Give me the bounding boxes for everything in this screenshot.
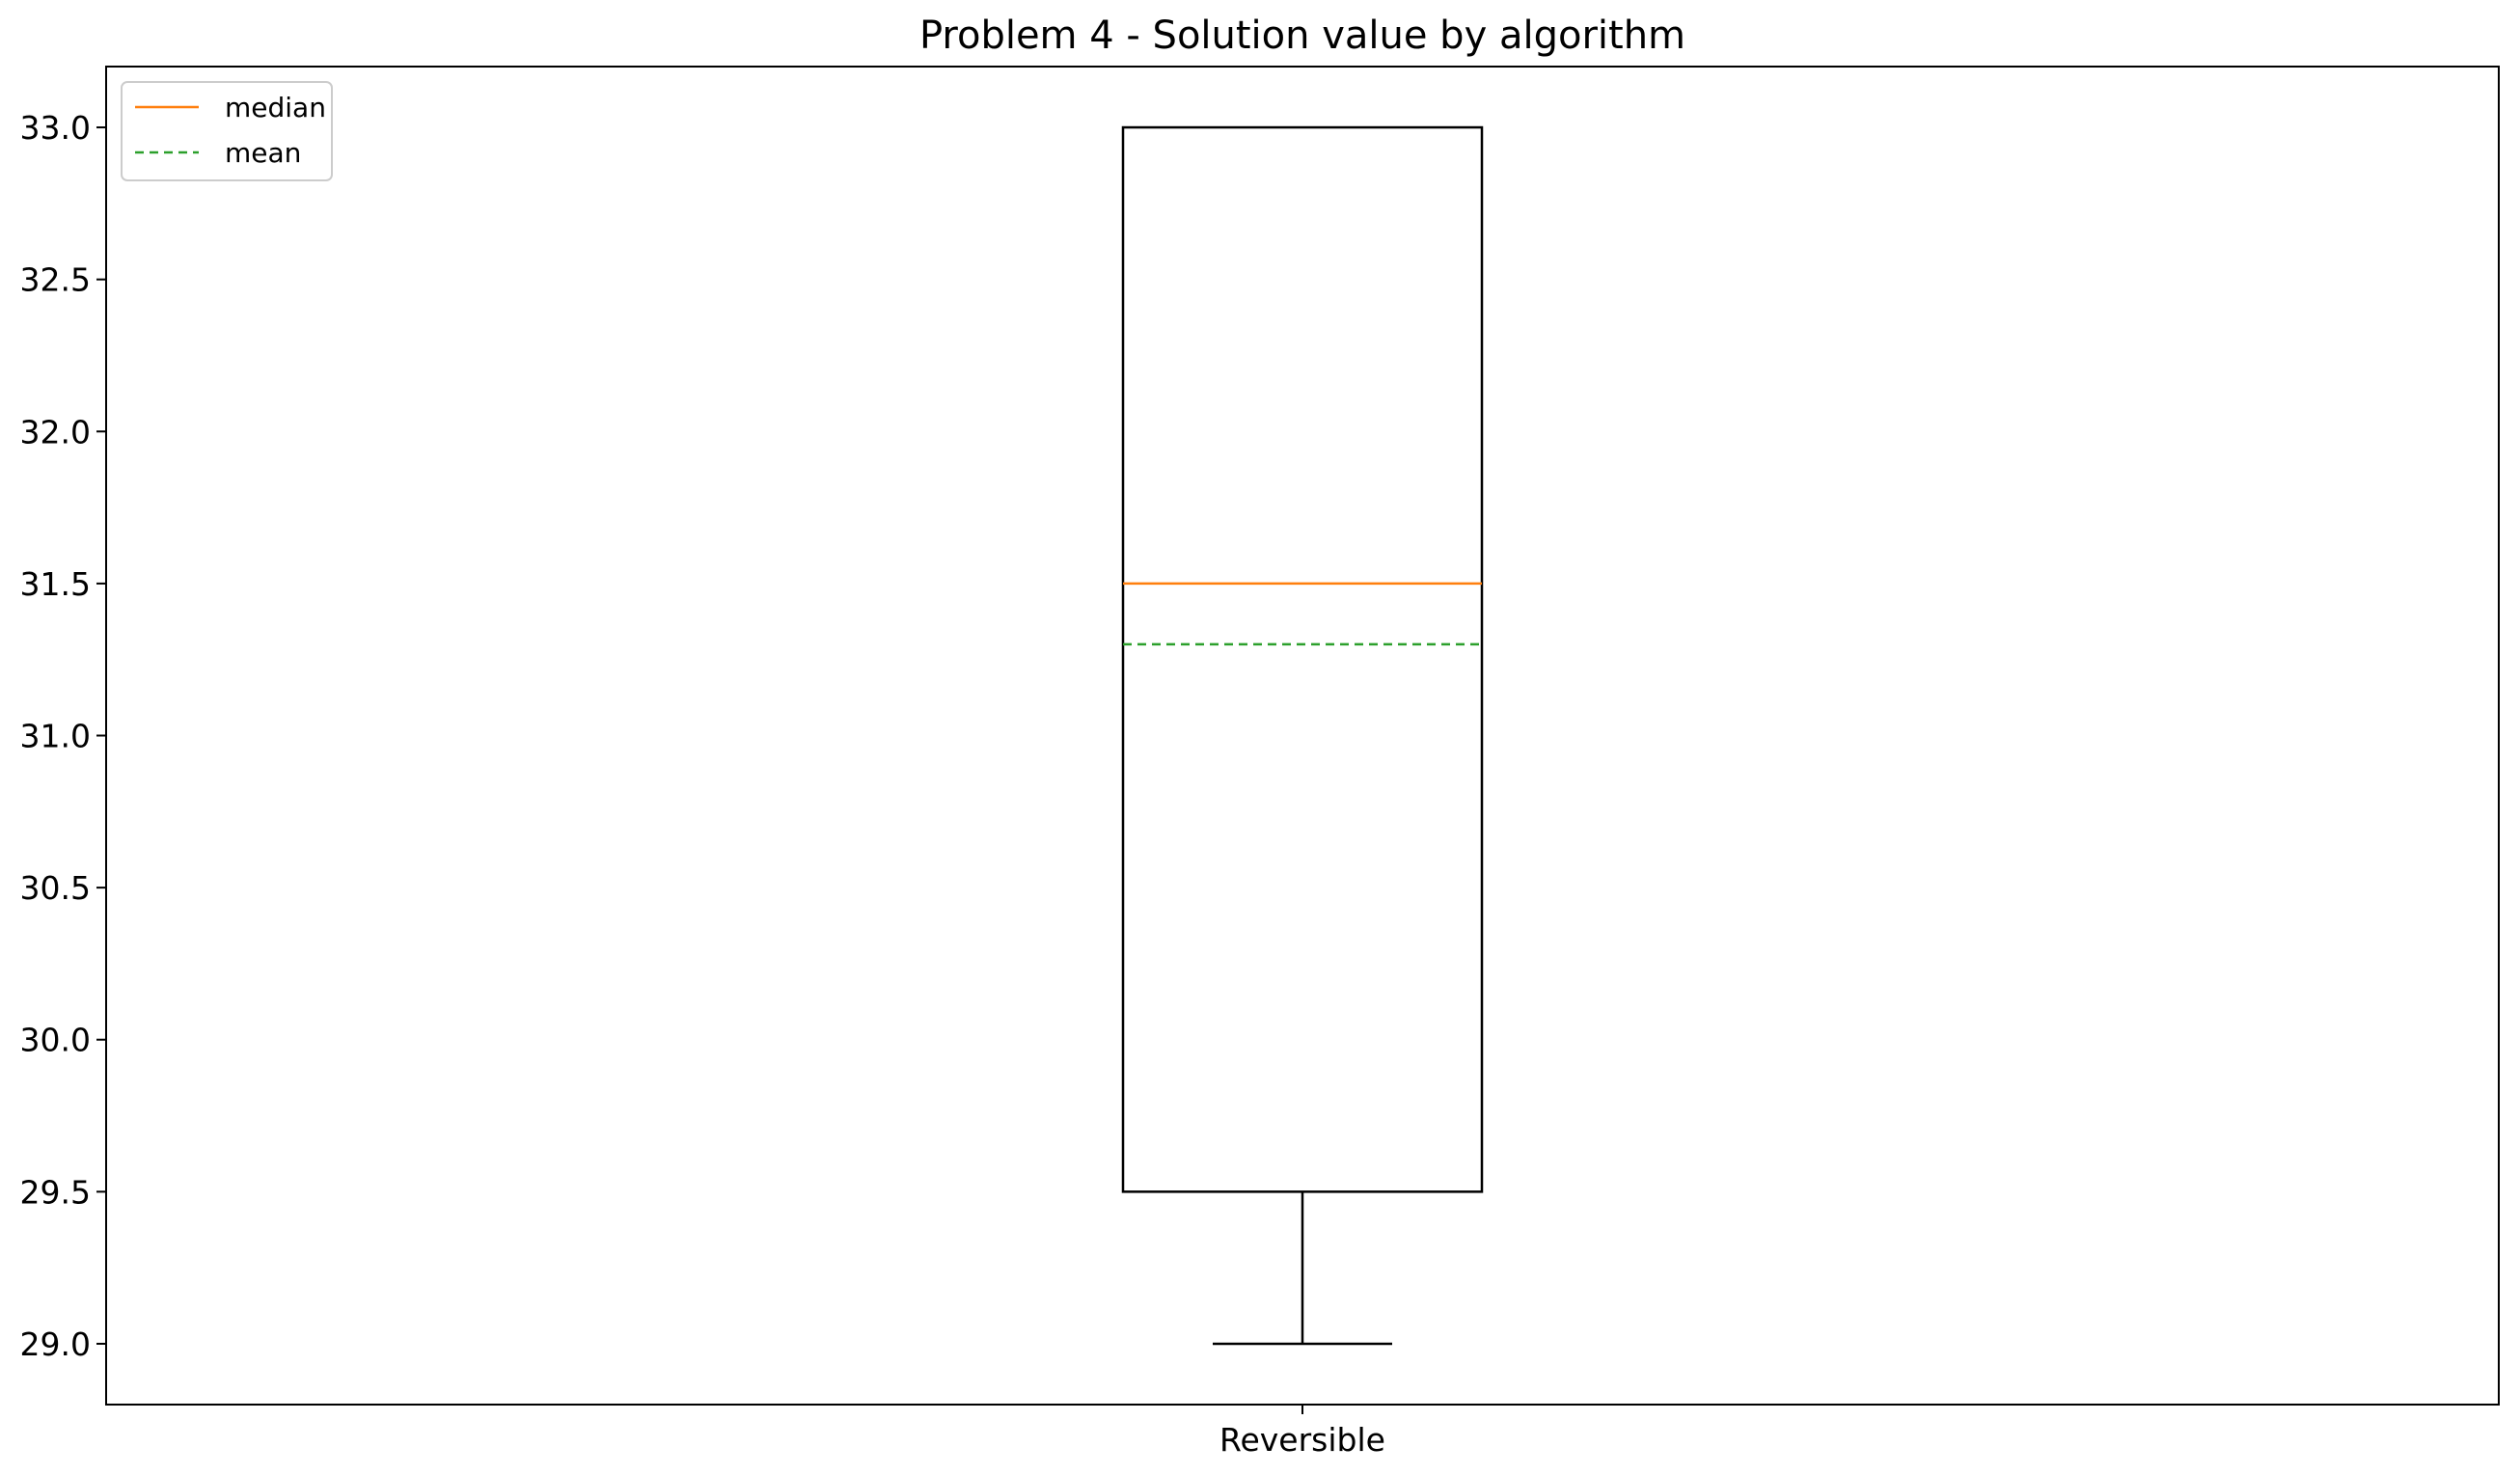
- y-tick-label: 29.0: [20, 1325, 91, 1363]
- y-tick-label: 31.0: [20, 718, 91, 755]
- legend-median-label: median: [225, 92, 326, 123]
- x-axis: Reversible: [1219, 1405, 1385, 1459]
- y-tick-label: 31.5: [20, 565, 91, 603]
- y-tick-label: 32.0: [20, 413, 91, 451]
- y-tick-label: 32.5: [20, 261, 91, 299]
- legend: median mean: [121, 81, 333, 181]
- x-tick-label: Reversible: [1219, 1421, 1385, 1459]
- chart-title: Problem 4 - Solution value by algorithm: [919, 14, 1685, 58]
- y-tick-label: 33.0: [20, 109, 91, 147]
- box-iqr: [1121, 125, 1484, 1193]
- legend-mean-label: mean: [225, 137, 301, 169]
- box-series: [1121, 125, 1484, 1346]
- y-tick-label: 29.5: [20, 1173, 91, 1211]
- y-axis: 29.0 29.5 30.0 30.5 31.0 31.5 32.0 32.5 33.0: [20, 109, 106, 1363]
- y-tick-label: 30.0: [20, 1022, 91, 1059]
- y-tick-label: 30.5: [20, 869, 91, 907]
